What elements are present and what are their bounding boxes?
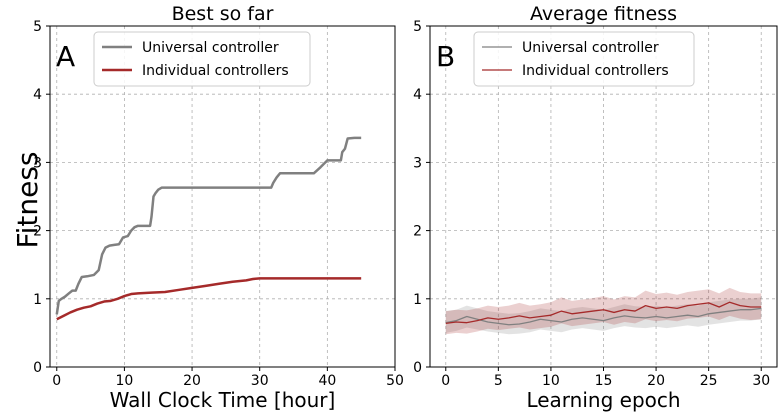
panel-letter: A	[56, 40, 75, 73]
y-tick-label: 0	[413, 360, 422, 376]
x-tick-label: 20	[647, 373, 665, 389]
y-tick-label: 1	[33, 292, 42, 308]
legend-label: Universal controller	[522, 40, 659, 56]
legend-label: Universal controller	[142, 40, 279, 56]
x-tick-label: 50	[386, 373, 404, 389]
series-line-universal-controller	[55, 136, 362, 315]
legend-label: Individual controllers	[142, 63, 289, 79]
x-tick-label: 10	[542, 373, 560, 389]
legend: Universal controller Individual controlle…	[93, 31, 311, 87]
x-tick-label: 0	[52, 373, 61, 389]
y-tick-label: 5	[33, 19, 42, 35]
chart-title: Average fitness	[530, 3, 677, 25]
legend-box	[473, 31, 695, 87]
y-tick-label: 5	[413, 19, 422, 35]
x-tick-label: 30	[752, 373, 770, 389]
y-tick-label: 2	[33, 224, 42, 240]
x-tick-label: 15	[595, 373, 613, 389]
panel-a: 0 10 20 30 40 50 0 1 2 3 4 5 Best so far Wall Clock T…	[33, 3, 404, 412]
y-tick-label: 3	[33, 155, 42, 171]
panel-b: 0 5 10 15 20 25 30 0 1 2 3 4 5 Average fitness Learnin…	[413, 3, 778, 412]
x-tick-label: 0	[441, 373, 450, 389]
x-tick-label: 30	[251, 373, 269, 389]
y-tick-label: 3	[413, 155, 422, 171]
y-tick-label: 0	[33, 360, 42, 376]
x-tick-label: 20	[183, 373, 201, 389]
series-line-individual-controllers	[445, 301, 762, 324]
x-axis-label: Learning epoch	[526, 388, 680, 412]
chart-title: Best so far	[172, 3, 274, 25]
y-tick-label: 2	[413, 224, 422, 240]
y-tick-label: 1	[413, 292, 422, 308]
legend-label: Individual controllers	[522, 63, 669, 79]
x-tick-label: 40	[318, 373, 336, 389]
y-tick-label: 4	[413, 87, 422, 103]
x-tick-label: 10	[115, 373, 133, 389]
x-tick-label: 5	[494, 373, 503, 389]
y-tick-label: 4	[33, 87, 42, 103]
series-line-individual-controllers	[56, 277, 362, 321]
legend-box	[93, 31, 311, 87]
x-tick-label: 25	[700, 373, 718, 389]
series-line-universal-controller	[445, 307, 762, 326]
y-axis-label: Fitness	[11, 152, 44, 249]
legend: Universal controller Individual controlle…	[473, 31, 695, 87]
axes-frame	[49, 25, 396, 368]
panel-letter: B	[436, 40, 455, 73]
x-axis-label: Wall Clock Time [hour]	[110, 388, 336, 412]
